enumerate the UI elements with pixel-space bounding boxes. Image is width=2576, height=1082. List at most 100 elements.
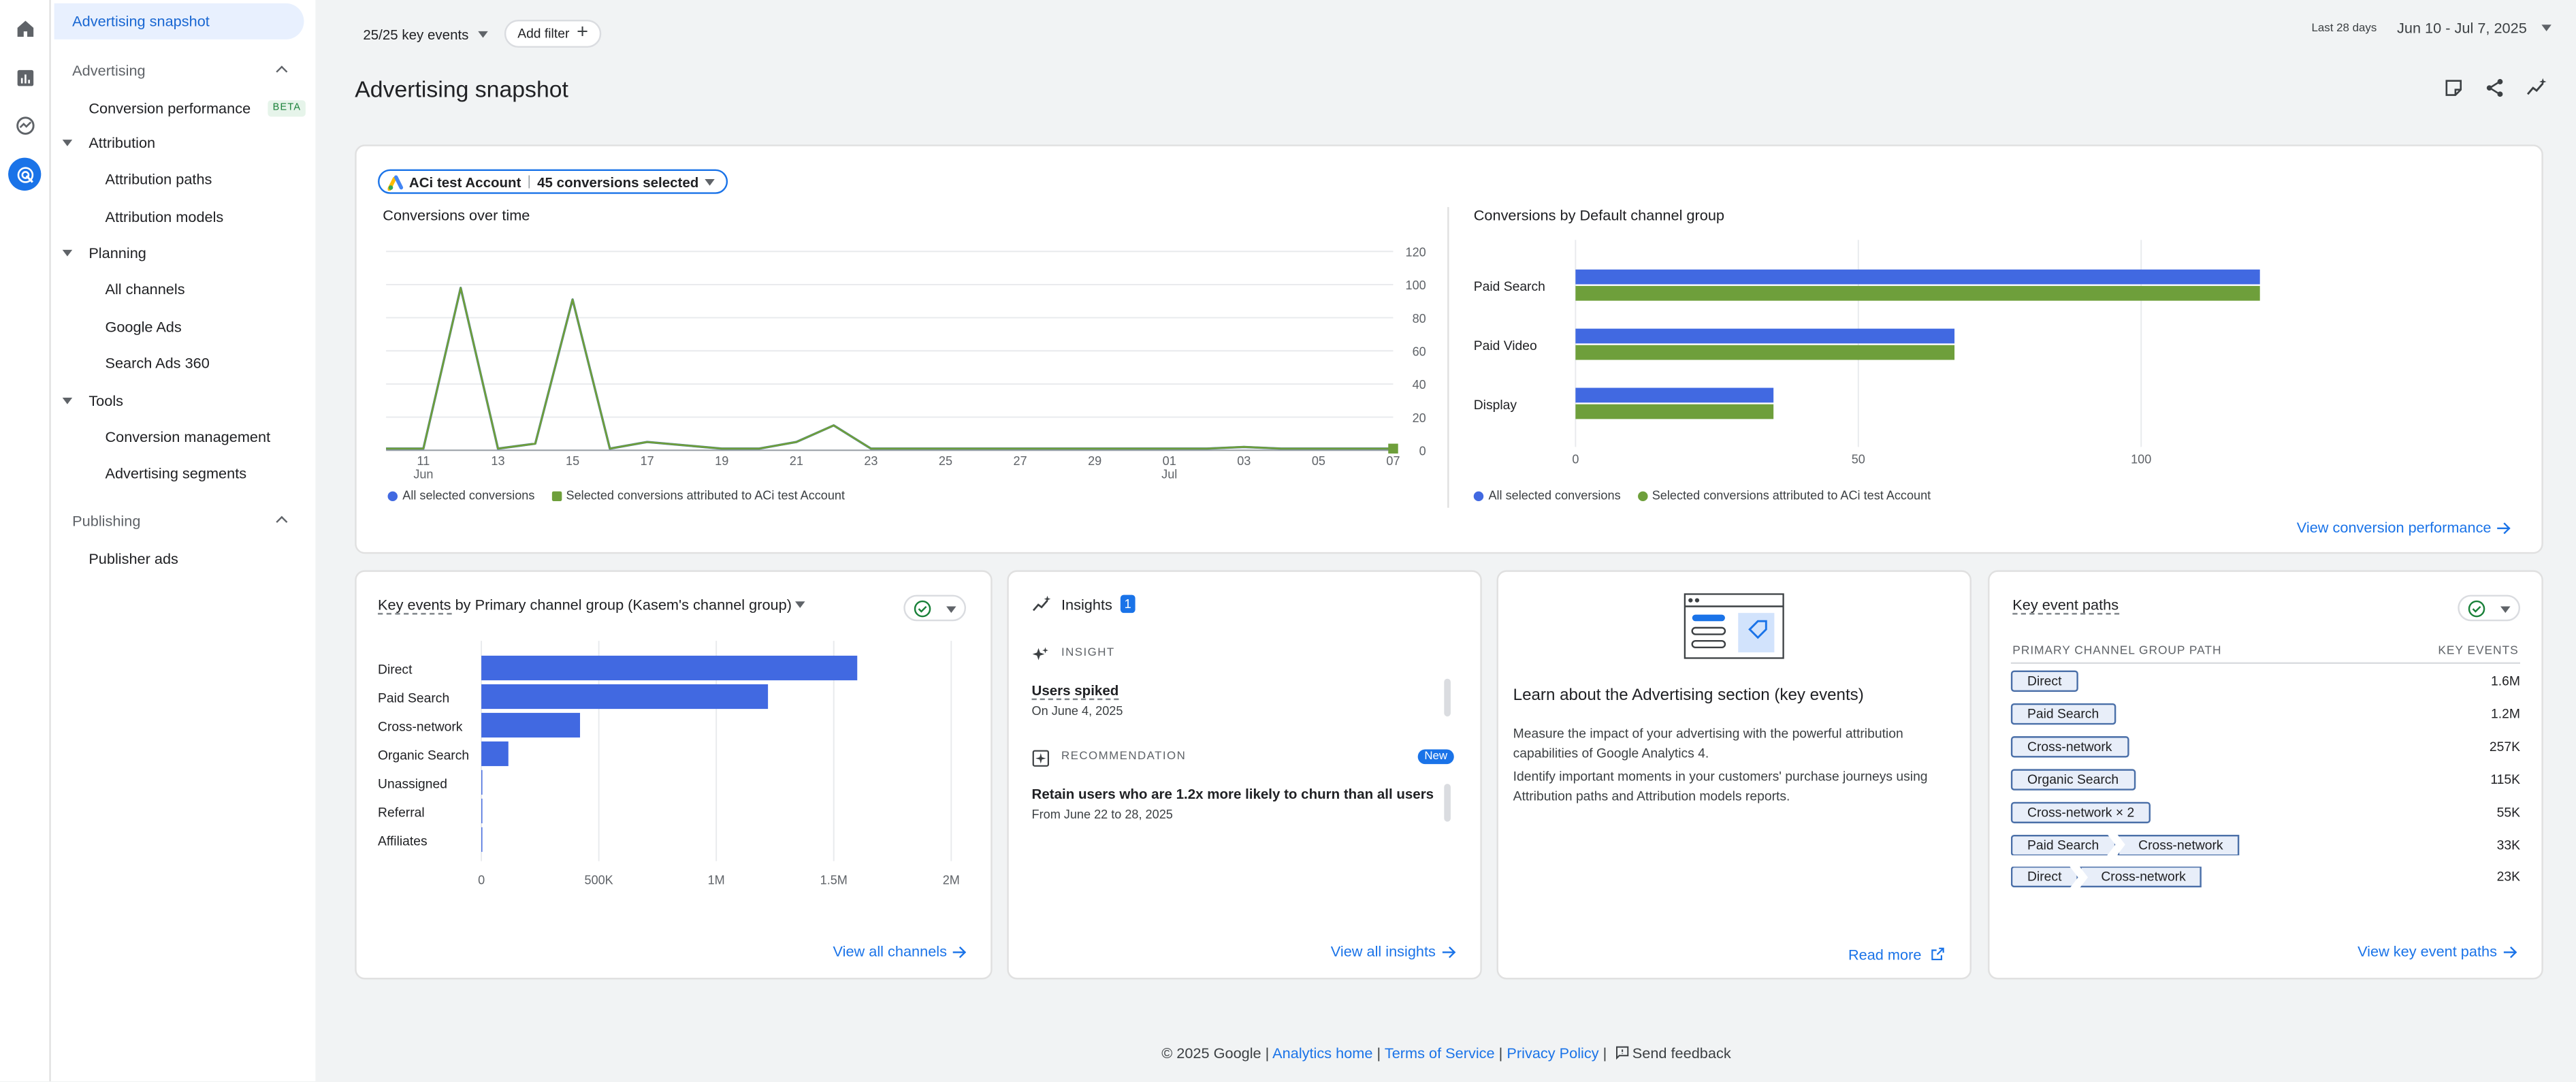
- nav-item-attribution-models[interactable]: Attribution models: [105, 208, 224, 225]
- channel-bar-selected[interactable]: [1575, 345, 1955, 360]
- bar-chart-category-label: Paid Search: [1474, 280, 1545, 294]
- nav-item-search-ads-360[interactable]: Search Ads 360: [105, 355, 210, 372]
- explore-icon[interactable]: [8, 108, 41, 141]
- line-chart-y-tick: 120: [1406, 245, 1426, 259]
- view-all-channels-label: View all channels: [833, 943, 948, 960]
- line-chart-y-tick: 0: [1419, 444, 1426, 458]
- add-filter-button[interactable]: Add filter +: [504, 19, 602, 48]
- insight-item[interactable]: Users spiked: [1031, 682, 1118, 701]
- line-series-all[interactable]: [386, 287, 1394, 450]
- key-events-metric: Key events: [378, 596, 451, 615]
- nav-group-planning[interactable]: Planning: [88, 244, 146, 261]
- path-step-chip: Paid Search: [2010, 703, 2116, 725]
- arrow-right-icon: [2498, 522, 2510, 534]
- nav-item-advertising-snapshot[interactable]: Advertising snapshot: [54, 3, 304, 39]
- expand-tools-icon[interactable]: [62, 398, 73, 404]
- key-events-status-button[interactable]: [903, 594, 967, 622]
- key-events-bar-chart: 0 500K 1M 1.5M 2M Direct Paid Search Cross-netw…: [378, 641, 960, 887]
- footer-terms-link[interactable]: Terms of Service: [1384, 1045, 1495, 1062]
- account-selector[interactable]: ACi test Account | 45 conversions select…: [378, 169, 728, 194]
- channel-bar-selected[interactable]: [1575, 404, 1774, 419]
- bar-legend-all-item[interactable]: All selected conversions: [1473, 488, 1621, 503]
- insight-scrollbar[interactable]: [1444, 678, 1451, 717]
- nav-item-publisher-ads[interactable]: Publisher ads: [88, 550, 178, 567]
- home-icon[interactable]: [8, 12, 41, 44]
- key-events-bar[interactable]: [481, 684, 769, 710]
- key-events-bar[interactable]: [481, 798, 483, 824]
- nav-section-publishing[interactable]: Publishing: [72, 512, 141, 530]
- bar-chart-legend: All selected conversions Selected conver…: [1473, 488, 1931, 503]
- channel-bar-selected[interactable]: [1575, 285, 2260, 301]
- reports-icon[interactable]: [8, 61, 41, 93]
- line-last-point-marker[interactable]: [1388, 443, 1398, 454]
- key-events-title[interactable]: Key events by Primary channel group (Kas…: [378, 596, 806, 615]
- nav-item-advertising-segments[interactable]: Advertising segments: [105, 464, 247, 482]
- key-events-bar[interactable]: [481, 712, 581, 738]
- line-series-selected[interactable]: [386, 287, 1394, 450]
- feedback-button[interactable]: Send feedback: [1611, 1045, 1731, 1062]
- advertising-icon[interactable]: [8, 157, 42, 191]
- legend-square-green: [551, 490, 562, 500]
- bar-legend-dot-green: [1637, 490, 1647, 500]
- bar-chart-category-label: Display: [1474, 398, 1517, 413]
- line-chart-y-tick: 20: [1413, 411, 1426, 425]
- bar-chart-x-tick: 100: [2131, 453, 2151, 466]
- bar-chart-x-tick: 50: [1852, 453, 1865, 466]
- check-circle-icon: [2468, 600, 2486, 618]
- left-rail: [0, 0, 51, 1081]
- insight-sparkle-icon: [1032, 646, 1050, 664]
- collapse-publishing-icon[interactable]: [276, 515, 288, 528]
- nav-section-advertising[interactable]: Advertising: [72, 62, 146, 79]
- share-icon[interactable]: [2484, 77, 2505, 98]
- arrow-right-icon: [1442, 946, 1454, 958]
- channel-bar-all[interactable]: [1575, 328, 1955, 344]
- channel-bar-all[interactable]: [1575, 387, 1774, 403]
- nav-group-tools[interactable]: Tools: [88, 392, 124, 409]
- annotation-icon[interactable]: [2443, 77, 2464, 98]
- insights-sparkle-icon[interactable]: [2525, 77, 2548, 98]
- collapse-advertising-icon[interactable]: [276, 65, 288, 78]
- bar-legend-selected-item[interactable]: Selected conversions attributed to ACi t…: [1637, 488, 1931, 503]
- expand-planning-icon[interactable]: [62, 249, 73, 257]
- nav-item-attribution-paths[interactable]: Attribution paths: [105, 170, 212, 188]
- view-conversion-performance-link[interactable]: View conversion performance: [2297, 520, 2510, 536]
- nav-item-conversion-management[interactable]: Conversion management: [105, 428, 271, 446]
- line-chart-x-tick: 01: [1163, 454, 1176, 468]
- recommendation-scrollbar[interactable]: [1444, 784, 1451, 822]
- key-events-bar[interactable]: [481, 655, 858, 681]
- nav-item-google-ads[interactable]: Google Ads: [105, 319, 182, 336]
- read-more-link[interactable]: Read more: [1848, 946, 1945, 965]
- key-events-bar[interactable]: [481, 741, 509, 767]
- status-dropdown-icon: [2500, 606, 2511, 614]
- date-range-picker[interactable]: Jun 10 - Jul 7, 2025: [2397, 20, 2551, 36]
- paths-header-divider: [2010, 662, 2521, 664]
- legend-selected-item[interactable]: Selected conversions attributed to ACi t…: [551, 488, 845, 503]
- view-key-event-paths-link[interactable]: View key event paths: [2357, 943, 2515, 959]
- insights-count-badge: 1: [1120, 594, 1136, 614]
- nav-item-all-channels[interactable]: All channels: [105, 281, 185, 298]
- page-title: Advertising snapshot: [355, 76, 568, 102]
- channel-bar-all[interactable]: [1575, 269, 2260, 285]
- read-more-label: Read more: [1848, 946, 1922, 964]
- key-events-filter[interactable]: 25/25 key events: [363, 27, 487, 43]
- legend-dot-blue: [387, 490, 398, 500]
- account-name: ACi test Account: [408, 174, 521, 191]
- view-all-insights-link[interactable]: View all insights: [1331, 943, 1454, 959]
- footer-analytics-home-link[interactable]: Analytics home: [1272, 1045, 1373, 1062]
- legend-all-item[interactable]: All selected conversions: [387, 488, 534, 503]
- recommendation-section-label: RECOMMENDATION: [1061, 750, 1187, 763]
- paths-status-button[interactable]: [2458, 594, 2521, 622]
- nav-item-conversion-performance[interactable]: Conversion performance: [88, 100, 251, 117]
- expand-attribution-icon[interactable]: [62, 140, 73, 146]
- key-events-column-header: KEY EVENTS: [2438, 642, 2519, 658]
- path-key-events-value: 33K: [2496, 837, 2521, 853]
- view-all-channels-link[interactable]: View all channels: [833, 943, 965, 959]
- key-events-category-label: Affiliates: [378, 834, 428, 848]
- footer-privacy-link[interactable]: Privacy Policy: [1507, 1045, 1599, 1062]
- key-events-bar[interactable]: [481, 769, 483, 795]
- path-step-chip: Direct: [2010, 670, 2078, 692]
- key-events-bar[interactable]: [481, 827, 483, 853]
- recommendation-title[interactable]: Retain users who are 1.2x more likely to…: [1031, 785, 1434, 802]
- nav-group-attribution[interactable]: Attribution: [88, 134, 156, 152]
